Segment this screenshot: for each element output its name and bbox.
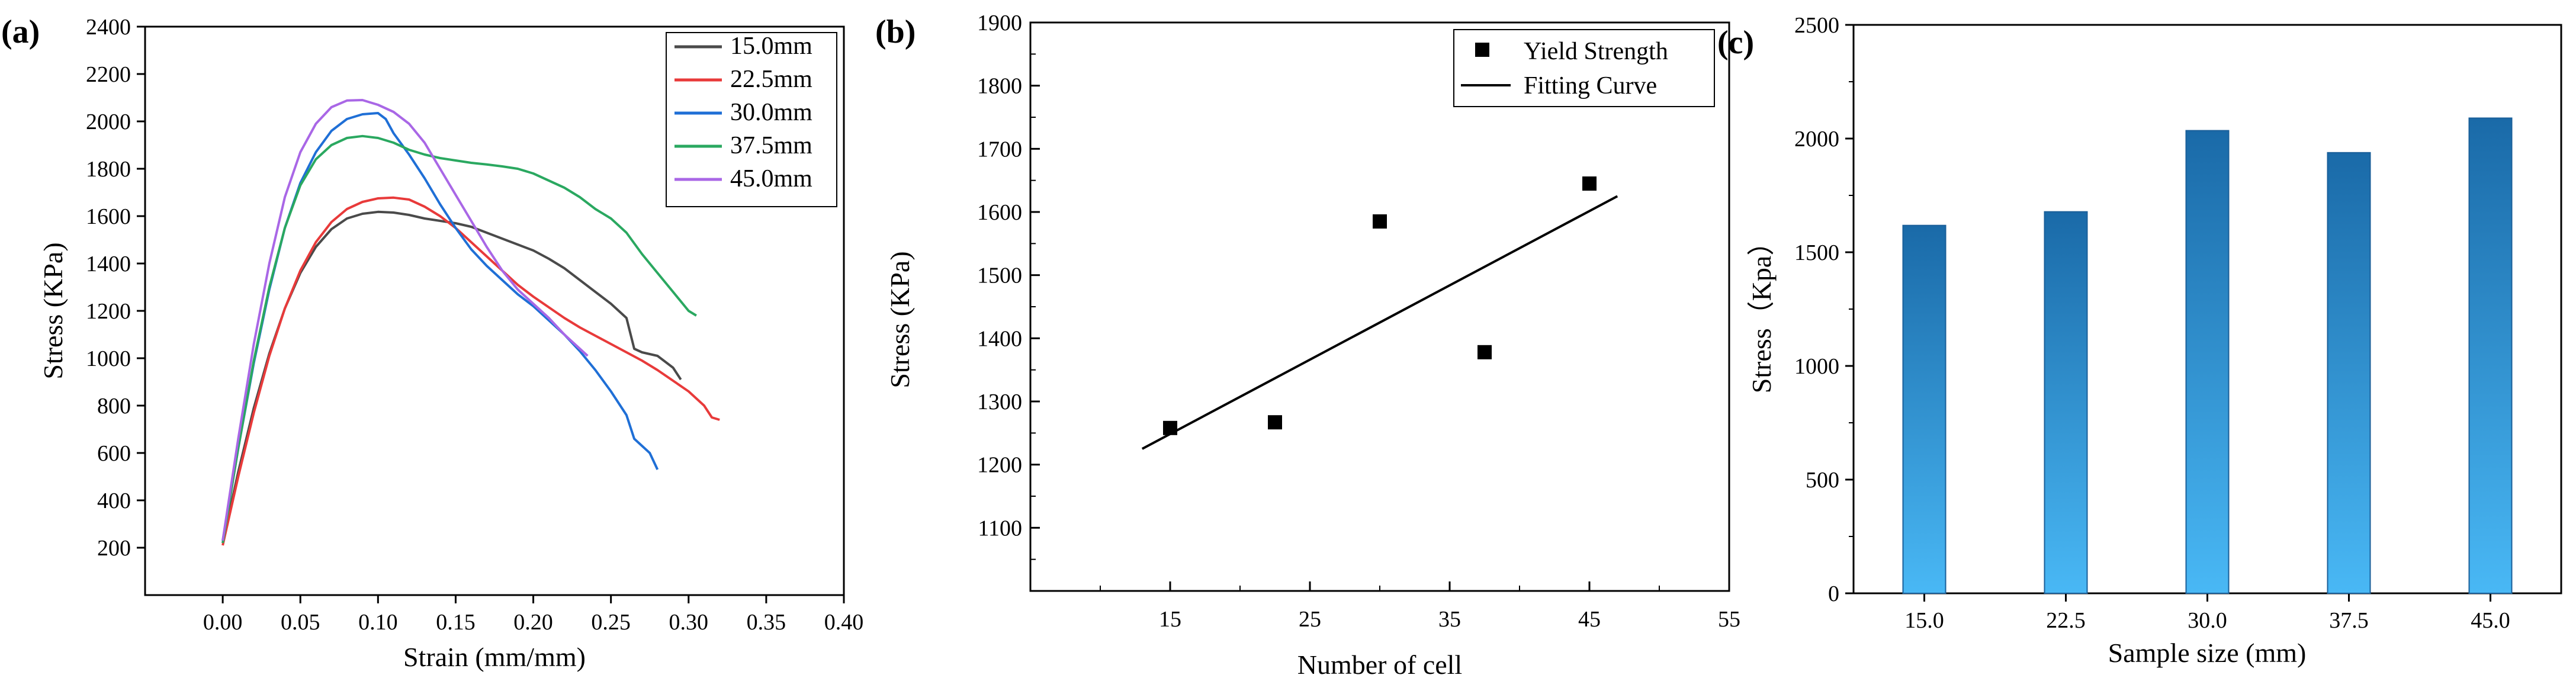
panel-c-x-tick-label: 22.5 (2046, 608, 2086, 633)
panel-a-y-tick-label: 2000 (86, 110, 131, 134)
panel-c-y-tick-label: 1000 (1794, 354, 1839, 379)
panel-b-fitting-curve (1141, 195, 1618, 450)
panel-a-y-tick-label: 600 (97, 441, 131, 466)
panel-a-legend-label: 37.5mm (730, 132, 812, 159)
panel-c-y-axis-label: Stress（Kpa） (1746, 229, 1777, 394)
panel-b-y-tick-label: 1400 (977, 326, 1022, 351)
panel-c-bar (2327, 152, 2371, 594)
panel-c-x-tick-label: 15.0 (1904, 608, 1944, 633)
panel-b-y-tick-label: 1100 (978, 516, 1022, 541)
panel-b-legend: Yield Strength Fitting Curve (1453, 29, 1715, 107)
panel-c-bar (1902, 224, 1947, 594)
panel-a-y-tick-label: 2200 (86, 62, 131, 87)
panel-c-y-tick-label: 2000 (1794, 127, 1839, 152)
panel-a-x-tick-label: 0.30 (669, 610, 709, 635)
panel-b-scatter-point (1373, 214, 1387, 229)
panel-label-a: (a) (1, 14, 40, 50)
panel-b-x-tick-label: 25 (1299, 607, 1321, 632)
panel-b-ticks: 15 25 35 45 55 1100 1200 1300 1400 1500 1600 1700 18… (977, 11, 1740, 632)
panel-b-scatter-point (1477, 345, 1492, 359)
panel-a-x-tick-label: 0.05 (281, 610, 320, 635)
panel-c-y-tick-label: 500 (1806, 468, 1839, 493)
panel-a-y-tick-label: 1200 (86, 299, 131, 324)
panel-a-y-tick-label: 1800 (86, 157, 131, 182)
panel-b-y-tick-label: 1500 (977, 263, 1022, 288)
panel-a-y-tick-label: 1600 (86, 204, 131, 229)
panel-label-c: (c) (1717, 24, 1754, 61)
panel-a-ticks: 0.00 0.05 0.10 0.15 0.20 0.25 0.30 0.35 0.40 200 4… (86, 15, 863, 635)
panel-a-legend-label: 15.0mm (730, 33, 812, 60)
panel-a-x-tick-label: 0.40 (824, 610, 864, 635)
panel-a-legend-label: 22.5mm (730, 66, 812, 93)
panel-a-series-line (221, 196, 720, 546)
panel-a-x-tick-label: 0.15 (436, 610, 476, 635)
panel-a-y-axis-label: Stress (KPa) (38, 242, 68, 379)
panel-c-y-tick-label: 0 (1828, 581, 1839, 606)
panel-b-y-tick-label: 1800 (977, 74, 1022, 99)
panel-a-x-tick-label: 0.35 (747, 610, 786, 635)
panel-a-series-line (221, 134, 697, 544)
panel-a-x-tick-label: 0.25 (591, 610, 631, 635)
panel-a-legend-label: 45.0mm (730, 165, 812, 192)
panel-b-scatter-point (1163, 420, 1177, 435)
panel-a-line-chart: 0.00 0.05 0.10 0.15 0.20 0.25 0.30 0.35 0.40 200 4… (38, 15, 863, 672)
panel-c-bar (2044, 211, 2088, 594)
panel-c-x-axis-label: Sample size (mm) (2108, 638, 2307, 668)
panel-label-b: (b) (875, 14, 916, 50)
panel-b-x-tick-label: 45 (1578, 607, 1601, 632)
panel-c-bar (2185, 130, 2230, 594)
panel-b-plot-frame (1029, 21, 1730, 592)
panel-c-bar-chart: 0 500 1000 1500 2000 2500 15.0 22.5 30.0 37.5 45.0… (1746, 13, 2562, 668)
panel-c-x-tick-label: 37.5 (2329, 608, 2369, 633)
panel-b-y-tick-label: 1300 (977, 390, 1022, 414)
panel-b-legend-box (1453, 29, 1715, 107)
panel-a-y-tick-label: 1400 (86, 252, 131, 277)
panel-a-legend: 15.0mm 22.5mm 30.0mm 37.5mm 45.0mm (666, 32, 837, 207)
panel-b-series (1141, 176, 1618, 450)
panel-b-legend-label: Fitting Curve (1524, 72, 1657, 99)
panel-a-x-tick-label: 0.10 (358, 610, 398, 635)
panel-b-x-tick-label: 35 (1438, 607, 1461, 632)
panel-b-legend-marker (1475, 43, 1489, 57)
panel-b-scatter-point (1582, 176, 1597, 191)
panel-b-y-tick-label: 1600 (977, 200, 1022, 225)
panel-a-x-tick-label: 0.20 (513, 610, 553, 635)
panel-a-series-line (221, 210, 682, 544)
panel-b-x-tick-label: 55 (1718, 607, 1740, 632)
panel-b-x-axis-label: Number of cell (1297, 650, 1462, 680)
panel-a-y-tick-label: 200 (97, 536, 131, 561)
panel-a-y-tick-label: 2400 (86, 15, 131, 40)
panel-b-scatter-chart: 15 25 35 45 55 1100 1200 1300 1400 1500 1600 1700 18… (885, 11, 1740, 680)
panel-c-ticks: 0 500 1000 1500 2000 2500 15.0 22.5 30.0 37.5 45.0 (1794, 13, 2510, 633)
panel-b-scatter-point (1268, 415, 1282, 430)
panel-a-x-axis-label: Strain (mm/mm) (403, 642, 586, 672)
panel-b-y-tick-label: 1700 (977, 137, 1022, 162)
panel-a-x-tick-label: 0.00 (203, 610, 243, 635)
panel-a-legend-label: 30.0mm (730, 99, 812, 126)
panel-a-series (221, 99, 720, 546)
panel-c-bar (2468, 117, 2513, 594)
panel-a-series-line (221, 112, 659, 541)
panel-b-y-tick-label: 1900 (977, 11, 1022, 36)
panel-a-legend-box (666, 32, 837, 207)
panel-b-x-tick-label: 15 (1159, 607, 1181, 632)
panel-b-y-axis-label: Stress (KPa) (885, 251, 915, 388)
panel-c-y-tick-label: 2500 (1794, 13, 1839, 38)
panel-a-series-line (221, 99, 589, 541)
panel-b-legend-label: Yield Strength (1524, 38, 1668, 65)
panel-a-y-tick-label: 1000 (86, 346, 131, 371)
panel-c-x-tick-label: 30.0 (2188, 608, 2227, 633)
panel-c-x-tick-label: 45.0 (2471, 608, 2510, 633)
panel-a-y-tick-label: 800 (97, 394, 131, 419)
panel-b-y-tick-label: 1200 (977, 453, 1022, 478)
panel-a-y-tick-label: 400 (97, 488, 131, 513)
panel-c-y-tick-label: 1500 (1794, 240, 1839, 265)
panel-c-bars (1902, 117, 2513, 594)
